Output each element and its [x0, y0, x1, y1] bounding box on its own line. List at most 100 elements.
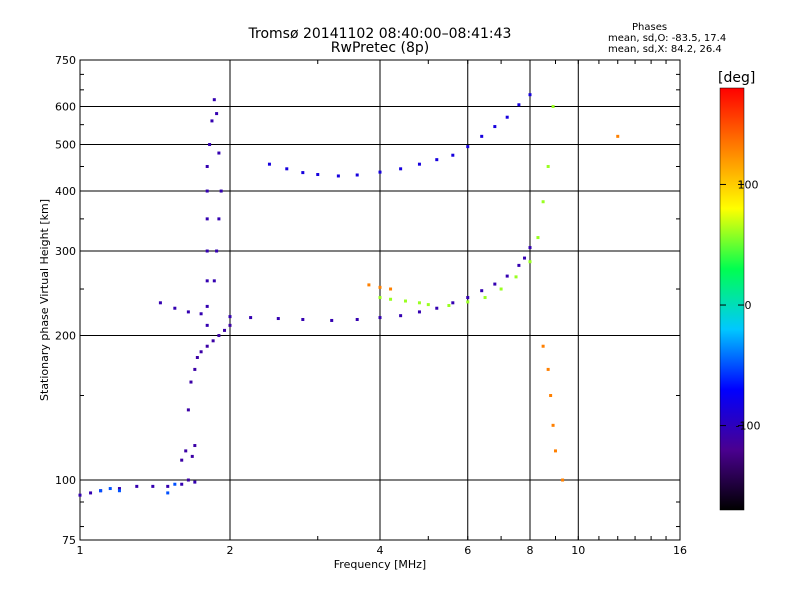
data-point	[616, 134, 620, 138]
data-point	[483, 296, 487, 300]
data-point	[466, 296, 470, 300]
data-point	[330, 318, 334, 322]
data-point	[417, 310, 421, 314]
data-point	[215, 249, 219, 253]
data-point	[417, 301, 421, 305]
data-point	[117, 489, 121, 493]
data-point	[267, 162, 271, 166]
x-tick-label: 1	[77, 544, 84, 557]
colorbar-unit-label: [deg]	[718, 70, 756, 86]
data-point	[180, 482, 184, 486]
data-point	[517, 103, 521, 107]
data-point	[108, 487, 112, 491]
data-point	[447, 303, 451, 307]
data-point	[517, 263, 521, 267]
data-point	[205, 344, 209, 348]
data-point	[355, 317, 359, 321]
data-point	[435, 158, 439, 162]
data-point	[505, 115, 509, 119]
data-point	[551, 423, 555, 427]
colorbar-gradient	[719, 87, 745, 511]
data-point	[378, 316, 382, 320]
data-point	[223, 328, 227, 332]
plot-frame	[79, 59, 681, 541]
data-point	[166, 491, 170, 495]
data-point	[561, 478, 565, 482]
data-point	[195, 355, 199, 359]
data-point	[193, 367, 197, 371]
data-point	[228, 323, 232, 327]
data-point	[399, 314, 403, 318]
data-point	[166, 484, 170, 488]
colorbar-tick-label: 100	[738, 178, 759, 191]
x-tick-label: 2	[227, 544, 234, 557]
data-point	[217, 151, 221, 155]
data-point	[426, 303, 430, 307]
data-point	[190, 454, 194, 458]
x-tick-label: 10	[571, 544, 585, 557]
data-point	[378, 170, 382, 174]
data-point	[451, 301, 455, 305]
data-point	[549, 394, 553, 398]
data-point	[228, 315, 232, 319]
data-point	[186, 408, 190, 412]
data-point	[417, 162, 421, 166]
data-point	[158, 301, 162, 305]
data-point	[435, 306, 439, 310]
data-point	[276, 317, 280, 321]
data-point	[285, 167, 289, 171]
data-point	[451, 153, 455, 157]
data-point	[528, 246, 532, 250]
data-point	[466, 300, 470, 304]
data-point	[551, 105, 555, 109]
data-point	[493, 125, 497, 129]
data-point	[89, 491, 93, 495]
data-point	[249, 316, 253, 320]
y-tick-label: 75	[62, 534, 76, 547]
data-point	[514, 275, 518, 279]
data-point	[205, 249, 209, 253]
chart-title-line2: RwPretec (8p)	[330, 40, 430, 56]
data-point	[493, 282, 497, 286]
data-point	[135, 484, 139, 488]
data-point	[78, 493, 82, 497]
data-point	[211, 339, 215, 343]
data-point	[186, 478, 190, 482]
data-point	[205, 189, 209, 193]
data-point	[553, 449, 557, 453]
x-tick-label: 6	[464, 544, 471, 557]
chart-title-line1: Tromsø 20141102 08:40:00–08:41:43	[248, 26, 512, 42]
x-tick-label: 4	[377, 544, 384, 557]
data-point	[205, 164, 209, 168]
data-point	[301, 317, 305, 321]
data-point	[399, 167, 403, 171]
data-point	[541, 344, 545, 348]
data-point	[205, 279, 209, 283]
x-axis-label: Frequency [MHz]	[334, 558, 426, 571]
data-point	[184, 449, 188, 453]
data-point	[355, 173, 359, 177]
data-point	[189, 380, 193, 384]
data-point	[541, 200, 545, 204]
data-point	[528, 260, 532, 264]
data-point	[193, 444, 197, 448]
data-point	[212, 279, 216, 283]
data-point	[212, 98, 216, 102]
data-point	[499, 287, 503, 291]
y-tick-label: 100	[55, 474, 76, 487]
data-point	[505, 274, 509, 278]
data-point	[219, 189, 223, 193]
data-point	[210, 119, 214, 123]
data-point	[215, 112, 219, 116]
data-point	[151, 484, 155, 488]
data-point	[193, 480, 197, 484]
data-point	[316, 173, 320, 177]
data-point	[186, 310, 190, 314]
y-tick-label: 400	[55, 185, 76, 198]
data-point	[466, 145, 470, 149]
y-tick-label: 200	[55, 330, 76, 343]
data-point	[480, 134, 484, 138]
data-point	[205, 217, 209, 221]
